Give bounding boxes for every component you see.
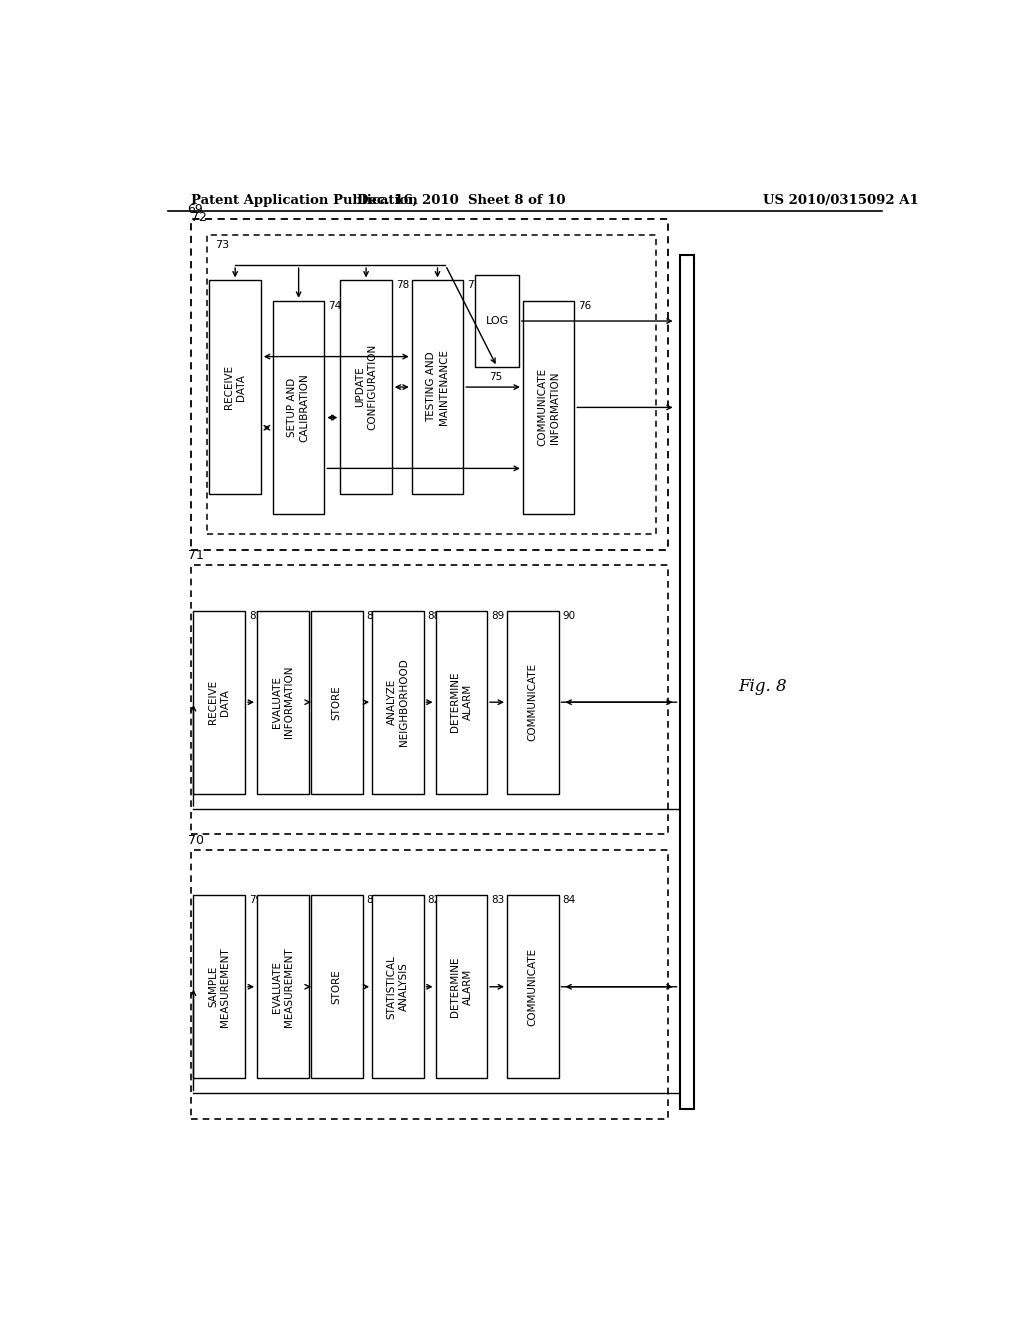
Text: EVALUATE
INFORMATION: EVALUATE INFORMATION	[271, 665, 294, 738]
Text: 74: 74	[329, 301, 342, 310]
Text: Patent Application Publication: Patent Application Publication	[191, 194, 418, 207]
Bar	[340, 280, 392, 494]
Text: DETERMINE
ALARM: DETERMINE ALARM	[451, 672, 472, 733]
Bar	[191, 565, 668, 834]
Text: Dec. 16, 2010  Sheet 8 of 10: Dec. 16, 2010 Sheet 8 of 10	[357, 194, 565, 207]
Bar	[523, 301, 574, 515]
Text: EVALUATE
MEASUREMENT: EVALUATE MEASUREMENT	[271, 946, 294, 1027]
Bar	[207, 235, 655, 535]
Bar	[257, 895, 308, 1078]
Text: STORE: STORE	[332, 685, 342, 719]
Bar	[507, 895, 558, 1078]
Bar	[372, 895, 424, 1078]
Text: DETERMINE
ALARM: DETERMINE ALARM	[451, 957, 472, 1016]
Text: SETUP AND
CALIBRATION: SETUP AND CALIBRATION	[288, 374, 310, 442]
Bar	[194, 611, 245, 793]
Text: 76: 76	[579, 301, 592, 310]
Text: 79: 79	[249, 895, 262, 906]
Text: 72: 72	[191, 211, 208, 224]
Text: 83: 83	[492, 895, 505, 906]
Text: 86: 86	[312, 611, 326, 620]
Bar	[412, 280, 463, 494]
Text: 82: 82	[428, 895, 441, 906]
Text: Fig. 8: Fig. 8	[738, 678, 787, 696]
Text: STATISTICAL
ANALYSIS: STATISTICAL ANALYSIS	[387, 954, 409, 1019]
Bar	[475, 276, 519, 367]
Text: 78: 78	[396, 280, 410, 290]
Text: SAMPLE
MEASUREMENT: SAMPLE MEASUREMENT	[208, 946, 230, 1027]
Text: COMMUNICATE: COMMUNICATE	[527, 663, 538, 742]
Text: 90: 90	[562, 611, 575, 620]
Text: 85: 85	[249, 611, 262, 620]
Text: 77: 77	[467, 280, 480, 290]
Bar	[257, 611, 308, 793]
Bar	[680, 255, 694, 1109]
Bar	[435, 895, 487, 1078]
Text: TESTING AND
MAINTENANCE: TESTING AND MAINTENANCE	[426, 348, 449, 425]
Text: 70: 70	[187, 833, 204, 846]
Text: 69: 69	[187, 203, 204, 216]
Text: RECEIVE
DATA: RECEIVE DATA	[224, 366, 247, 409]
Text: RECEIVE
DATA: RECEIVE DATA	[208, 680, 230, 725]
Text: 73: 73	[215, 240, 229, 249]
Text: 89: 89	[492, 611, 505, 620]
Text: 81: 81	[367, 895, 380, 906]
Bar	[191, 219, 668, 549]
Bar	[311, 611, 362, 793]
Bar	[372, 611, 424, 793]
Text: 75: 75	[489, 372, 503, 381]
Text: COMMUNICATE: COMMUNICATE	[527, 948, 538, 1026]
Text: UPDATE
CONFIGURATION: UPDATE CONFIGURATION	[355, 345, 377, 430]
Bar	[191, 850, 668, 1119]
Text: 84: 84	[562, 895, 575, 906]
Bar	[507, 611, 558, 793]
Text: 71: 71	[187, 549, 204, 562]
Bar	[209, 280, 261, 494]
Text: LOG: LOG	[485, 315, 509, 326]
Text: 80: 80	[312, 895, 326, 906]
Text: STORE: STORE	[332, 969, 342, 1005]
Text: COMMUNICATE
INFORMATION: COMMUNICATE INFORMATION	[538, 368, 560, 446]
Bar	[311, 895, 362, 1078]
Text: 88: 88	[428, 611, 441, 620]
Bar	[435, 611, 487, 793]
Text: 87: 87	[367, 611, 380, 620]
Text: ANALYZE
NEIGHBORHOOD: ANALYZE NEIGHBORHOOD	[387, 659, 409, 746]
Bar	[194, 895, 245, 1078]
Text: US 2010/0315092 A1: US 2010/0315092 A1	[763, 194, 919, 207]
Bar	[272, 301, 325, 515]
